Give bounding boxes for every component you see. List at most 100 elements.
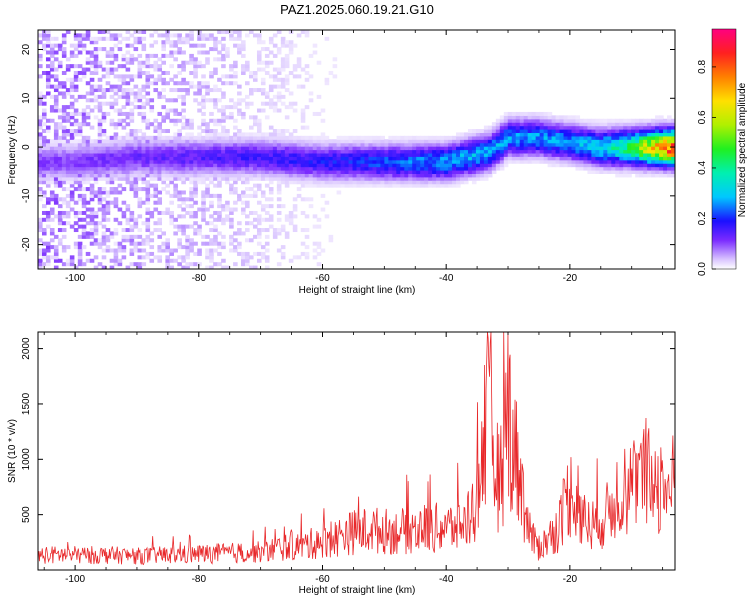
heatmap-cell [336, 149, 342, 154]
heatmap-cell [615, 129, 620, 134]
heatmap-cell [41, 108, 47, 113]
heatmap-cell [129, 173, 135, 178]
heatmap-cell [85, 146, 91, 151]
heatmap-cell [452, 159, 457, 164]
heatmap-cell [575, 142, 581, 147]
heatmap-cell [507, 142, 513, 147]
heatmap-cell [400, 183, 405, 188]
heatmap-cell [197, 81, 202, 86]
heatmap-cell [73, 132, 79, 137]
heatmap-cell [121, 64, 127, 69]
heatmap-cell [213, 224, 218, 229]
heatmap-cell [284, 139, 290, 144]
heatmap-cell [304, 234, 310, 239]
heatmap-cell [627, 129, 632, 134]
heatmap-cell [288, 156, 294, 161]
heatmap-cell [519, 122, 525, 127]
heatmap-cell [41, 193, 47, 198]
heatmap-cell [280, 43, 286, 48]
heatmap-cell [205, 234, 210, 239]
heatmap-cell [181, 163, 186, 168]
heatmap-cell [671, 169, 675, 174]
heatmap-cell [264, 173, 270, 178]
heatmap-cell [364, 149, 370, 154]
heatmap-cell [65, 111, 71, 116]
heatmap-cell [292, 166, 298, 171]
heatmap-cell [165, 166, 170, 171]
heatmap-cell [125, 238, 131, 243]
heatmap-cell [73, 43, 79, 48]
heatmap-cell [671, 132, 675, 137]
heatmap-cell [276, 146, 282, 151]
heatmap-cell [173, 156, 178, 161]
heatmap-cell [89, 217, 95, 222]
heatmap-cell [193, 214, 198, 219]
heatmap-cell [276, 142, 282, 147]
heatmap-cell [141, 88, 147, 93]
heatmap-cell [268, 180, 274, 185]
heatmap-cell [81, 115, 87, 120]
heatmap-cell [85, 200, 91, 205]
heatmap-cell [284, 129, 290, 134]
heatmap-cell [85, 33, 91, 38]
heatmap-cell [296, 57, 302, 62]
heatmap-cell [276, 228, 282, 233]
heatmap-cell [348, 159, 354, 164]
heatmap-cell [376, 135, 381, 140]
heatmap-cell [205, 241, 210, 246]
heatmap-cell [117, 258, 123, 263]
heatmap-cell [591, 146, 596, 151]
heatmap-cell [627, 159, 632, 164]
heatmap-cell [165, 241, 170, 246]
heatmap-cell [639, 163, 644, 168]
heatmap-cell [113, 255, 119, 260]
heatmap-cell [623, 135, 628, 140]
heatmap-cell [149, 193, 155, 198]
heatmap-cell [169, 210, 174, 215]
heatmap-cell [105, 248, 111, 253]
heatmap-cell [396, 139, 401, 144]
heatmap-cell [583, 132, 589, 137]
heatmap-cell [487, 132, 493, 137]
heatmap-cell [105, 245, 111, 250]
heatmap-cell [53, 67, 59, 72]
heatmap-cell [225, 176, 230, 181]
heatmap-cell [300, 228, 306, 233]
heatmap-cell [105, 101, 111, 106]
heatmap-cell [575, 129, 581, 134]
heatmap-cell [225, 50, 230, 55]
heatmap-cell [237, 101, 242, 106]
heatmap-cell [332, 146, 338, 151]
heatmap-cell [133, 187, 139, 192]
heatmap-cell [292, 135, 298, 140]
heatmap-cell [229, 173, 234, 178]
heatmap-cell [129, 132, 135, 137]
heatmap-cell [312, 159, 318, 164]
heatmap-cell [117, 221, 123, 226]
heatmap-cell [153, 159, 159, 164]
heatmap-cell [467, 142, 473, 147]
heatmap-cell [97, 245, 103, 250]
heatmap-cell [93, 84, 99, 89]
heatmap-cell [448, 163, 453, 168]
heatmap-cell [157, 234, 163, 239]
heatmap-cell [73, 245, 79, 250]
heatmap-cell [627, 149, 632, 154]
heatmap-cell [316, 111, 322, 116]
heatmap-cell [384, 166, 389, 171]
heatmap-cell [113, 36, 119, 41]
heatmap-cell [201, 94, 206, 99]
heatmap-cell [663, 166, 668, 171]
heatmap-cell [463, 132, 469, 137]
heatmap-cell [663, 156, 668, 161]
heatmap-cell [272, 176, 278, 181]
heatmap-cell [101, 190, 107, 195]
heatmap-cell [471, 139, 477, 144]
heatmap-cell [535, 129, 541, 134]
heatmap-cell [113, 53, 119, 58]
heatmap-cell [249, 125, 254, 130]
heatmap-cell [583, 129, 589, 134]
heatmap-cell [217, 118, 222, 123]
heatmap-cell [336, 156, 342, 161]
